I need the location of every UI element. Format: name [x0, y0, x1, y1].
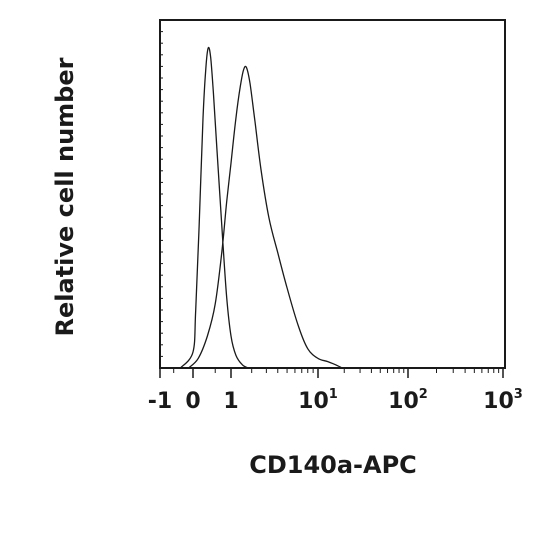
histogram-curve-1 — [179, 46, 249, 369]
y-axis-minor-ticks — [160, 31, 163, 357]
x-axis-tick-labels: -1 0 1 101 102 103 — [148, 387, 523, 414]
x-axis-label: CD140a-APC — [249, 451, 417, 479]
x-tick-label: -1 — [148, 389, 172, 414]
x-tick-label: 102 — [388, 387, 428, 414]
series-layer — [179, 46, 343, 369]
x-tick-label: 103 — [483, 387, 523, 414]
x-axis-ticks — [159, 368, 504, 378]
x-tick-label: 0 — [185, 389, 200, 414]
x-tick-label: 101 — [298, 387, 338, 414]
histogram-curve-2 — [188, 65, 343, 369]
y-axis-label: Relative cell number — [51, 57, 79, 336]
x-tick-label: 1 — [223, 389, 238, 414]
